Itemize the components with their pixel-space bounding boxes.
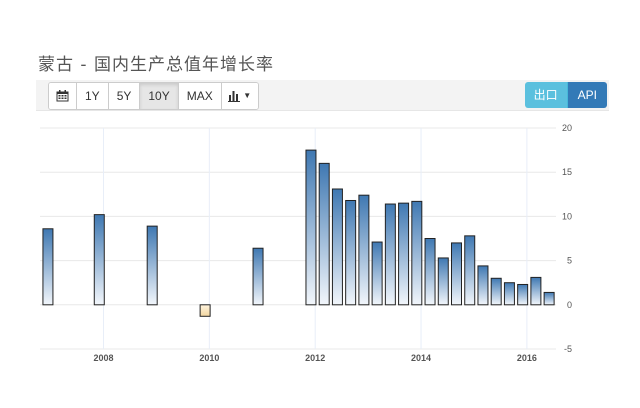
bar[interactable] [331,188,343,306]
export-button[interactable]: 出口 [524,82,568,108]
y-axis-ticks: 20 15 10 5 0 -5 [562,123,572,354]
bar[interactable] [252,247,264,306]
bar[interactable] [503,282,515,306]
range-button-max[interactable]: MAX [178,83,222,109]
chevron-down-icon: ▼ [243,91,252,100]
y-tick-label: 5 [567,256,572,266]
chart-type-dropdown[interactable]: ▼ [221,83,258,109]
grid-lines [40,127,556,350]
bar[interactable] [464,235,476,306]
chart-toolbar: 1Y 5Y 10Y MAX ▼ 出口 API [36,80,609,111]
bar[interactable] [530,276,542,306]
bar[interactable] [345,199,357,306]
x-tick-label: 2014 [411,353,431,363]
bar[interactable] [437,257,449,306]
bar[interactable] [384,203,396,306]
y-tick-label: -5 [564,344,572,354]
bar[interactable] [398,202,410,306]
x-tick-label: 2010 [199,353,219,363]
bar[interactable] [146,225,158,306]
range-button-5y[interactable]: 5Y [108,83,141,109]
calendar-icon [56,90,69,102]
range-button-1y[interactable]: 1Y [77,83,109,109]
range-button-10y[interactable]: 10Y [140,83,179,109]
x-axis-ticks: 2008 2010 2012 2014 2016 [93,353,536,363]
bar[interactable] [490,277,502,306]
range-button-group: 1Y 5Y 10Y MAX ▼ [48,82,259,110]
bar[interactable] [93,214,105,306]
bar[interactable] [517,283,529,306]
bars [42,149,555,317]
x-tick-label: 2016 [517,353,537,363]
calendar-button[interactable] [49,83,77,109]
x-tick-label: 2012 [305,353,325,363]
bar[interactable] [543,291,555,306]
y-tick-label: 15 [562,167,572,177]
bar[interactable] [318,162,330,306]
bar[interactable] [199,304,211,317]
bar[interactable] [424,238,436,306]
bar[interactable] [477,265,489,306]
bar[interactable] [451,242,463,306]
page-title: 蒙古 - 国内生产总值年增长率 [38,55,274,75]
y-tick-label: 10 [562,211,572,221]
bar[interactable] [358,194,370,306]
bar[interactable] [42,228,54,306]
x-tick-label: 2008 [93,353,113,363]
bar[interactable] [411,200,423,306]
api-button[interactable]: API [567,82,607,108]
bar[interactable] [305,149,317,306]
y-tick-label: 0 [567,300,572,310]
export-group: 出口 API [524,82,607,108]
y-tick-label: 20 [562,123,572,133]
bar-chart-icon [228,91,241,102]
bar[interactable] [371,241,383,306]
